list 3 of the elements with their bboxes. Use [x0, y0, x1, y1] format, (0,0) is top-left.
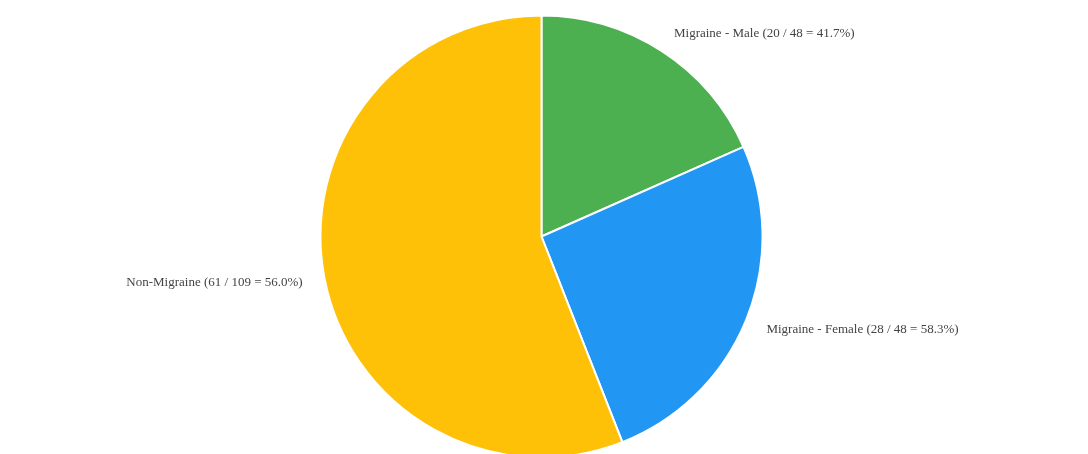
slice-label: Migraine - Female (28 / 48 = 58.3%): [766, 321, 959, 337]
slice-label: Non-Migraine (61 / 109 = 56.0%): [126, 274, 303, 290]
slice-label: Migraine - Male (20 / 48 = 41.7%): [674, 25, 855, 41]
